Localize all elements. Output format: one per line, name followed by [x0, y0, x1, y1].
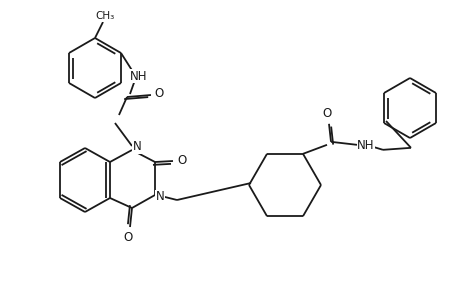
- Text: NH: NH: [130, 70, 147, 83]
- Text: CH₃: CH₃: [95, 11, 114, 21]
- Text: O: O: [123, 232, 132, 244]
- Text: O: O: [177, 154, 186, 166]
- Text: O: O: [322, 107, 331, 120]
- Text: O: O: [154, 86, 163, 100]
- Text: N: N: [132, 140, 141, 154]
- Text: NH: NH: [357, 139, 374, 152]
- Text: N: N: [155, 190, 164, 203]
